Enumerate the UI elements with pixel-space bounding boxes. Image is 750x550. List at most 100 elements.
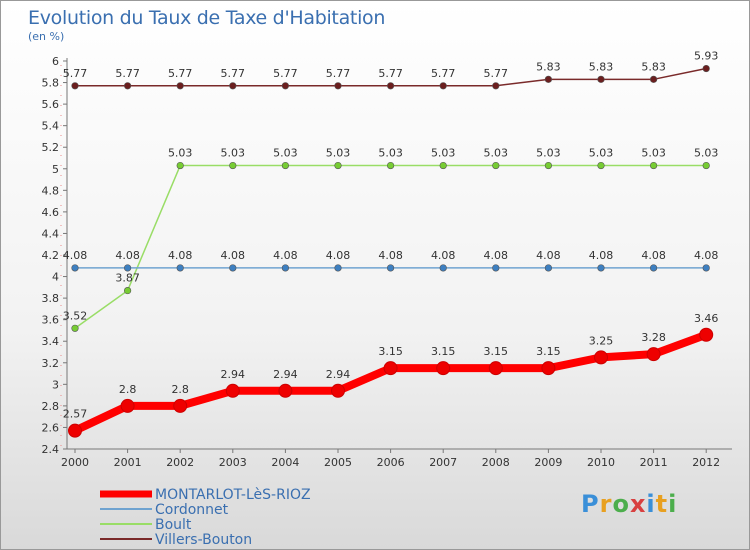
logo-letter: t [655, 490, 669, 518]
legend-label-cordonnet: Cordonnet [155, 502, 229, 518]
y-tick-label: 5.8 [42, 77, 60, 90]
data-point-montarlot-l-s-rioz [646, 347, 661, 362]
data-point-villers-bouton [387, 82, 395, 90]
data-label-cordonnet: 4.08 [168, 249, 193, 262]
x-tick-label: 2006 [377, 456, 405, 469]
data-label-cordonnet: 4.08 [221, 249, 246, 262]
x-tick-label: 2008 [482, 456, 510, 469]
data-label-cordonnet: 4.08 [589, 249, 614, 262]
y-tick-label: 2.4 [42, 443, 60, 456]
data-point-montarlot-l-s-rioz [120, 398, 135, 413]
logo-letter: r [599, 490, 613, 518]
data-point-montarlot-l-s-rioz [541, 361, 556, 376]
data-point-cordonnet [492, 264, 500, 272]
data-point-boult [229, 161, 237, 170]
logo-letter: P [581, 490, 600, 518]
data-label-villers-bouton: 5.77 [168, 67, 193, 80]
y-tick-label: 3.6 [42, 314, 60, 327]
data-label-boult: 5.03 [589, 147, 614, 160]
x-tick-label: 2003 [219, 456, 247, 469]
x-tick-label: 2005 [324, 456, 352, 469]
data-label-villers-bouton: 5.77 [484, 67, 509, 80]
data-point-montarlot-l-s-rioz [173, 398, 188, 413]
data-point-villers-bouton [702, 64, 710, 73]
y-tick-label: 4.4 [42, 227, 60, 240]
data-point-villers-bouton [597, 75, 605, 83]
data-point-villers-bouton [123, 82, 132, 90]
data-label-montarlot-l-s-rioz: 3.15 [431, 345, 456, 358]
data-label-villers-bouton: 5.77 [431, 67, 456, 80]
data-point-villers-bouton [439, 82, 447, 90]
data-label-cordonnet: 4.08 [273, 249, 298, 262]
data-point-boult [597, 161, 605, 170]
x-tick-label: 2011 [640, 456, 668, 469]
data-point-boult [439, 161, 447, 170]
data-label-boult: 5.03 [641, 147, 666, 160]
data-point-cordonnet [176, 264, 184, 272]
data-point-villers-bouton [544, 75, 553, 83]
data-point-boult [649, 161, 658, 170]
x-tick-label: 2007 [429, 456, 457, 469]
data-point-cordonnet [334, 264, 342, 272]
data-point-cordonnet [439, 264, 447, 272]
y-tick-label: 6 [52, 55, 59, 68]
data-point-boult [71, 324, 79, 332]
data-point-villers-bouton [229, 82, 237, 90]
x-tick-label: 2012 [692, 456, 720, 469]
data-point-montarlot-l-s-rioz [331, 383, 345, 398]
data-point-montarlot-l-s-rioz [68, 423, 82, 438]
data-label-cordonnet: 4.08 [431, 249, 456, 262]
data-label-cordonnet: 4.08 [326, 249, 351, 262]
data-label-boult: 5.03 [273, 147, 298, 160]
data-point-cordonnet [71, 264, 79, 272]
logo-letter: i [646, 490, 656, 518]
series-line-boult [74, 164, 707, 330]
data-label-boult: 5.03 [378, 147, 403, 160]
data-point-boult [281, 161, 290, 170]
data-point-cordonnet [702, 264, 710, 272]
data-label-cordonnet: 4.08 [378, 249, 403, 262]
data-point-villers-bouton [649, 75, 658, 83]
data-point-boult [334, 161, 342, 170]
data-label-boult: 5.03 [168, 147, 193, 160]
legend-label-villers-bouton: Villers-Bouton [155, 532, 252, 548]
x-tick-label: 2009 [534, 456, 562, 469]
data-point-villers-bouton [71, 82, 79, 90]
data-point-montarlot-l-s-rioz [278, 383, 293, 398]
y-tick-label: 3.2 [42, 357, 60, 370]
data-label-boult: 5.03 [326, 147, 351, 160]
data-label-montarlot-l-s-rioz: 3.15 [536, 345, 561, 358]
data-label-montarlot-l-s-rioz: 3.28 [641, 331, 666, 344]
data-point-boult [176, 161, 184, 170]
logo-letter: x [629, 490, 647, 518]
x-tick-label: 2001 [114, 456, 142, 469]
data-label-cordonnet: 4.08 [63, 249, 88, 262]
data-label-cordonnet: 4.08 [694, 249, 719, 262]
data-label-montarlot-l-s-rioz: 2.94 [273, 368, 298, 381]
x-tick-label: 2010 [587, 456, 615, 469]
data-label-montarlot-l-s-rioz: 3.15 [484, 345, 509, 358]
data-point-cordonnet [229, 264, 237, 272]
data-label-boult: 3.52 [63, 309, 88, 322]
data-point-boult [544, 161, 553, 170]
data-point-cordonnet [387, 264, 395, 272]
logo-letter: o [612, 490, 630, 518]
data-label-villers-bouton: 5.93 [694, 50, 719, 63]
data-label-villers-bouton: 5.77 [378, 67, 403, 80]
data-label-villers-bouton: 5.77 [326, 67, 351, 80]
y-tick-label: 5.6 [42, 98, 60, 111]
data-label-montarlot-l-s-rioz: 3.15 [378, 345, 403, 358]
data-label-villers-bouton: 5.77 [273, 67, 298, 80]
data-label-boult: 5.03 [536, 147, 561, 160]
data-point-boult [492, 161, 500, 170]
data-label-cordonnet: 4.08 [484, 249, 509, 262]
x-tick-label: 2000 [61, 456, 89, 469]
data-label-boult: 3.87 [115, 272, 140, 285]
data-point-montarlot-l-s-rioz [699, 327, 714, 342]
data-point-montarlot-l-s-rioz [225, 383, 240, 398]
data-label-boult: 5.03 [484, 147, 509, 160]
data-point-montarlot-l-s-rioz [383, 361, 398, 376]
y-tick-label: 3.4 [42, 335, 60, 348]
data-label-villers-bouton: 5.77 [63, 67, 88, 80]
